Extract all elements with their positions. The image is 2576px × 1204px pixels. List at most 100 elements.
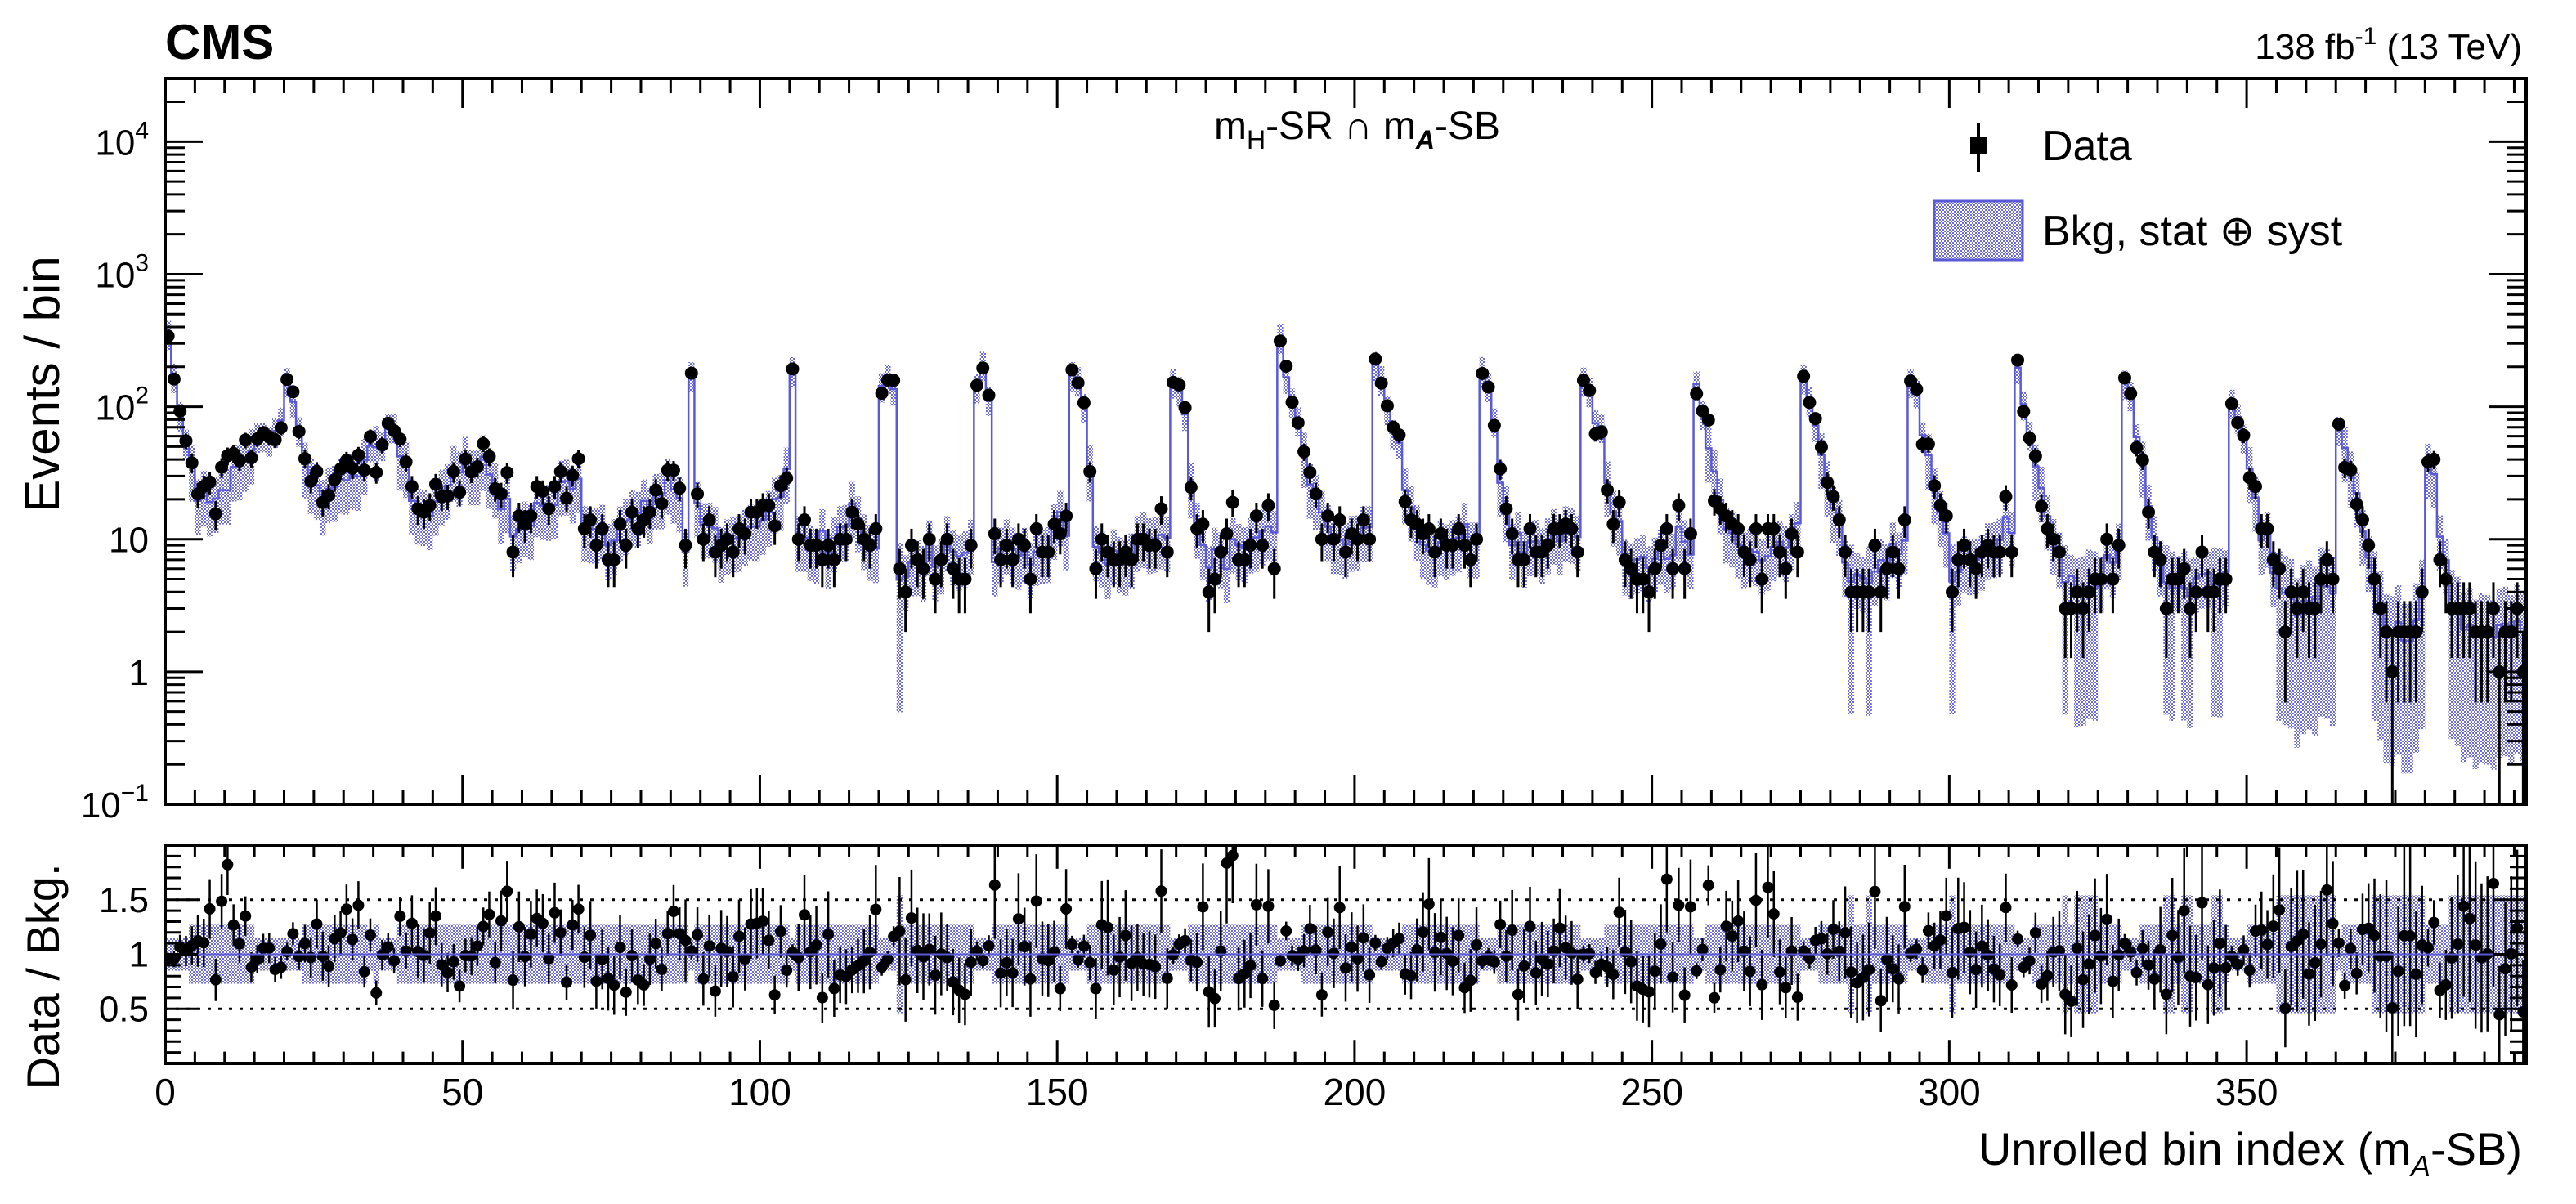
ratio-point — [2154, 944, 2166, 956]
bkg-band-bin — [2133, 424, 2140, 454]
data-point — [2195, 545, 2209, 559]
ratio-point — [585, 929, 597, 942]
y-tick-label: 10 — [109, 521, 149, 561]
bkg-band-bin — [1396, 429, 1403, 459]
region-mid: -SR ∩ m — [1266, 105, 1416, 148]
bkg-band-bin — [474, 449, 481, 506]
data-point — [1249, 509, 1263, 523]
data-point — [1321, 509, 1335, 523]
data-point — [2486, 602, 2500, 615]
data-point — [1071, 376, 1085, 390]
ratio-point — [2309, 956, 2321, 969]
bkg-band-bin — [1705, 427, 1712, 483]
bkg-band-bin — [1818, 433, 1825, 490]
bkg-band-bin — [1063, 514, 1069, 571]
bkg-band-bin — [1664, 537, 1670, 593]
ratio-point — [1405, 969, 1418, 982]
ratio-point — [1714, 964, 1727, 976]
data-point — [1172, 378, 1186, 392]
data-point — [1868, 539, 1882, 553]
ratio-point — [1756, 978, 1768, 991]
data-point — [827, 553, 841, 566]
data-point — [566, 468, 580, 482]
ratio-point — [947, 976, 959, 988]
y-tick-label: 10−1 — [81, 780, 149, 826]
ratio-point — [2303, 968, 2315, 980]
y-tick-label: 104 — [95, 117, 149, 163]
data-point — [370, 466, 383, 480]
data-point — [655, 496, 669, 510]
ratio-point — [1893, 973, 1905, 985]
bkg-band-bin — [759, 499, 766, 556]
data-point — [786, 362, 800, 376]
ratio-point — [1749, 894, 1762, 906]
data-point — [165, 329, 175, 343]
data-point — [1363, 532, 1377, 546]
bkg-band-bin — [1812, 412, 1819, 442]
ratio-point — [1102, 921, 1114, 933]
bkg-band-bin — [1682, 520, 1688, 576]
bkg-band-bin — [224, 468, 231, 525]
ratio-point — [2036, 978, 2048, 991]
data-point — [702, 513, 716, 527]
data-point — [2224, 396, 2238, 410]
ratio-point — [352, 899, 365, 911]
data-point — [1743, 553, 1757, 566]
ratio-point — [281, 946, 293, 958]
data-point — [958, 572, 972, 586]
data-point — [1654, 539, 1668, 553]
bkg-band-bin — [1592, 410, 1599, 441]
ratio-point — [405, 917, 418, 929]
ratio-point — [650, 938, 662, 950]
bkg-band-bin — [2430, 452, 2437, 509]
ratio-point — [347, 933, 359, 946]
ratio-point — [983, 940, 995, 952]
data-point — [1452, 521, 1466, 535]
ratio-point — [721, 946, 733, 958]
ratio-point — [1149, 960, 1162, 973]
bkg-band-bin — [2002, 495, 2009, 552]
ratio-point — [2232, 958, 2244, 970]
ratio-point — [519, 951, 531, 963]
data-point — [2177, 562, 2191, 575]
data-point — [851, 517, 865, 531]
data-point — [1042, 545, 1055, 559]
ratio-point — [2148, 973, 2161, 985]
ratio-point — [2368, 929, 2381, 942]
ratio-point — [870, 903, 882, 915]
data-point — [239, 433, 253, 447]
ratio-tick-label: 0.5 — [99, 989, 149, 1029]
data-point — [2100, 532, 2114, 546]
bkg-band-bin — [2466, 588, 2473, 758]
ratio-point — [977, 955, 989, 967]
ratio-point — [679, 934, 692, 947]
ratio-point — [2172, 951, 2184, 964]
x-tick-label: 0 — [155, 1071, 176, 1113]
data-point — [535, 485, 549, 499]
data-point — [1606, 517, 1620, 531]
ratio-point — [1940, 910, 1952, 922]
data-point — [1077, 396, 1091, 410]
x-tick-label: 250 — [1620, 1071, 1683, 1113]
ratio-point — [2089, 929, 2101, 942]
ratio-point — [697, 973, 710, 985]
ratio-point — [454, 980, 466, 992]
ratio-point — [1916, 964, 1929, 976]
bkg-band-bin — [218, 468, 225, 525]
data-point — [1351, 532, 1364, 546]
ratio-point — [1315, 989, 1328, 1001]
ratio-point — [2428, 916, 2440, 929]
data-point — [2380, 625, 2394, 639]
ratio-point — [358, 965, 370, 978]
data-point — [2462, 602, 2476, 615]
data-point — [815, 553, 829, 566]
data-point — [2153, 553, 2167, 566]
x-tick-label: 100 — [728, 1071, 791, 1113]
ratio-point — [2470, 939, 2482, 951]
upper-x-ticks — [164, 78, 2516, 804]
ratio-point — [2208, 962, 2220, 974]
data-point — [2183, 602, 2197, 615]
ratio-point — [198, 937, 210, 949]
data-point — [1273, 334, 1287, 348]
